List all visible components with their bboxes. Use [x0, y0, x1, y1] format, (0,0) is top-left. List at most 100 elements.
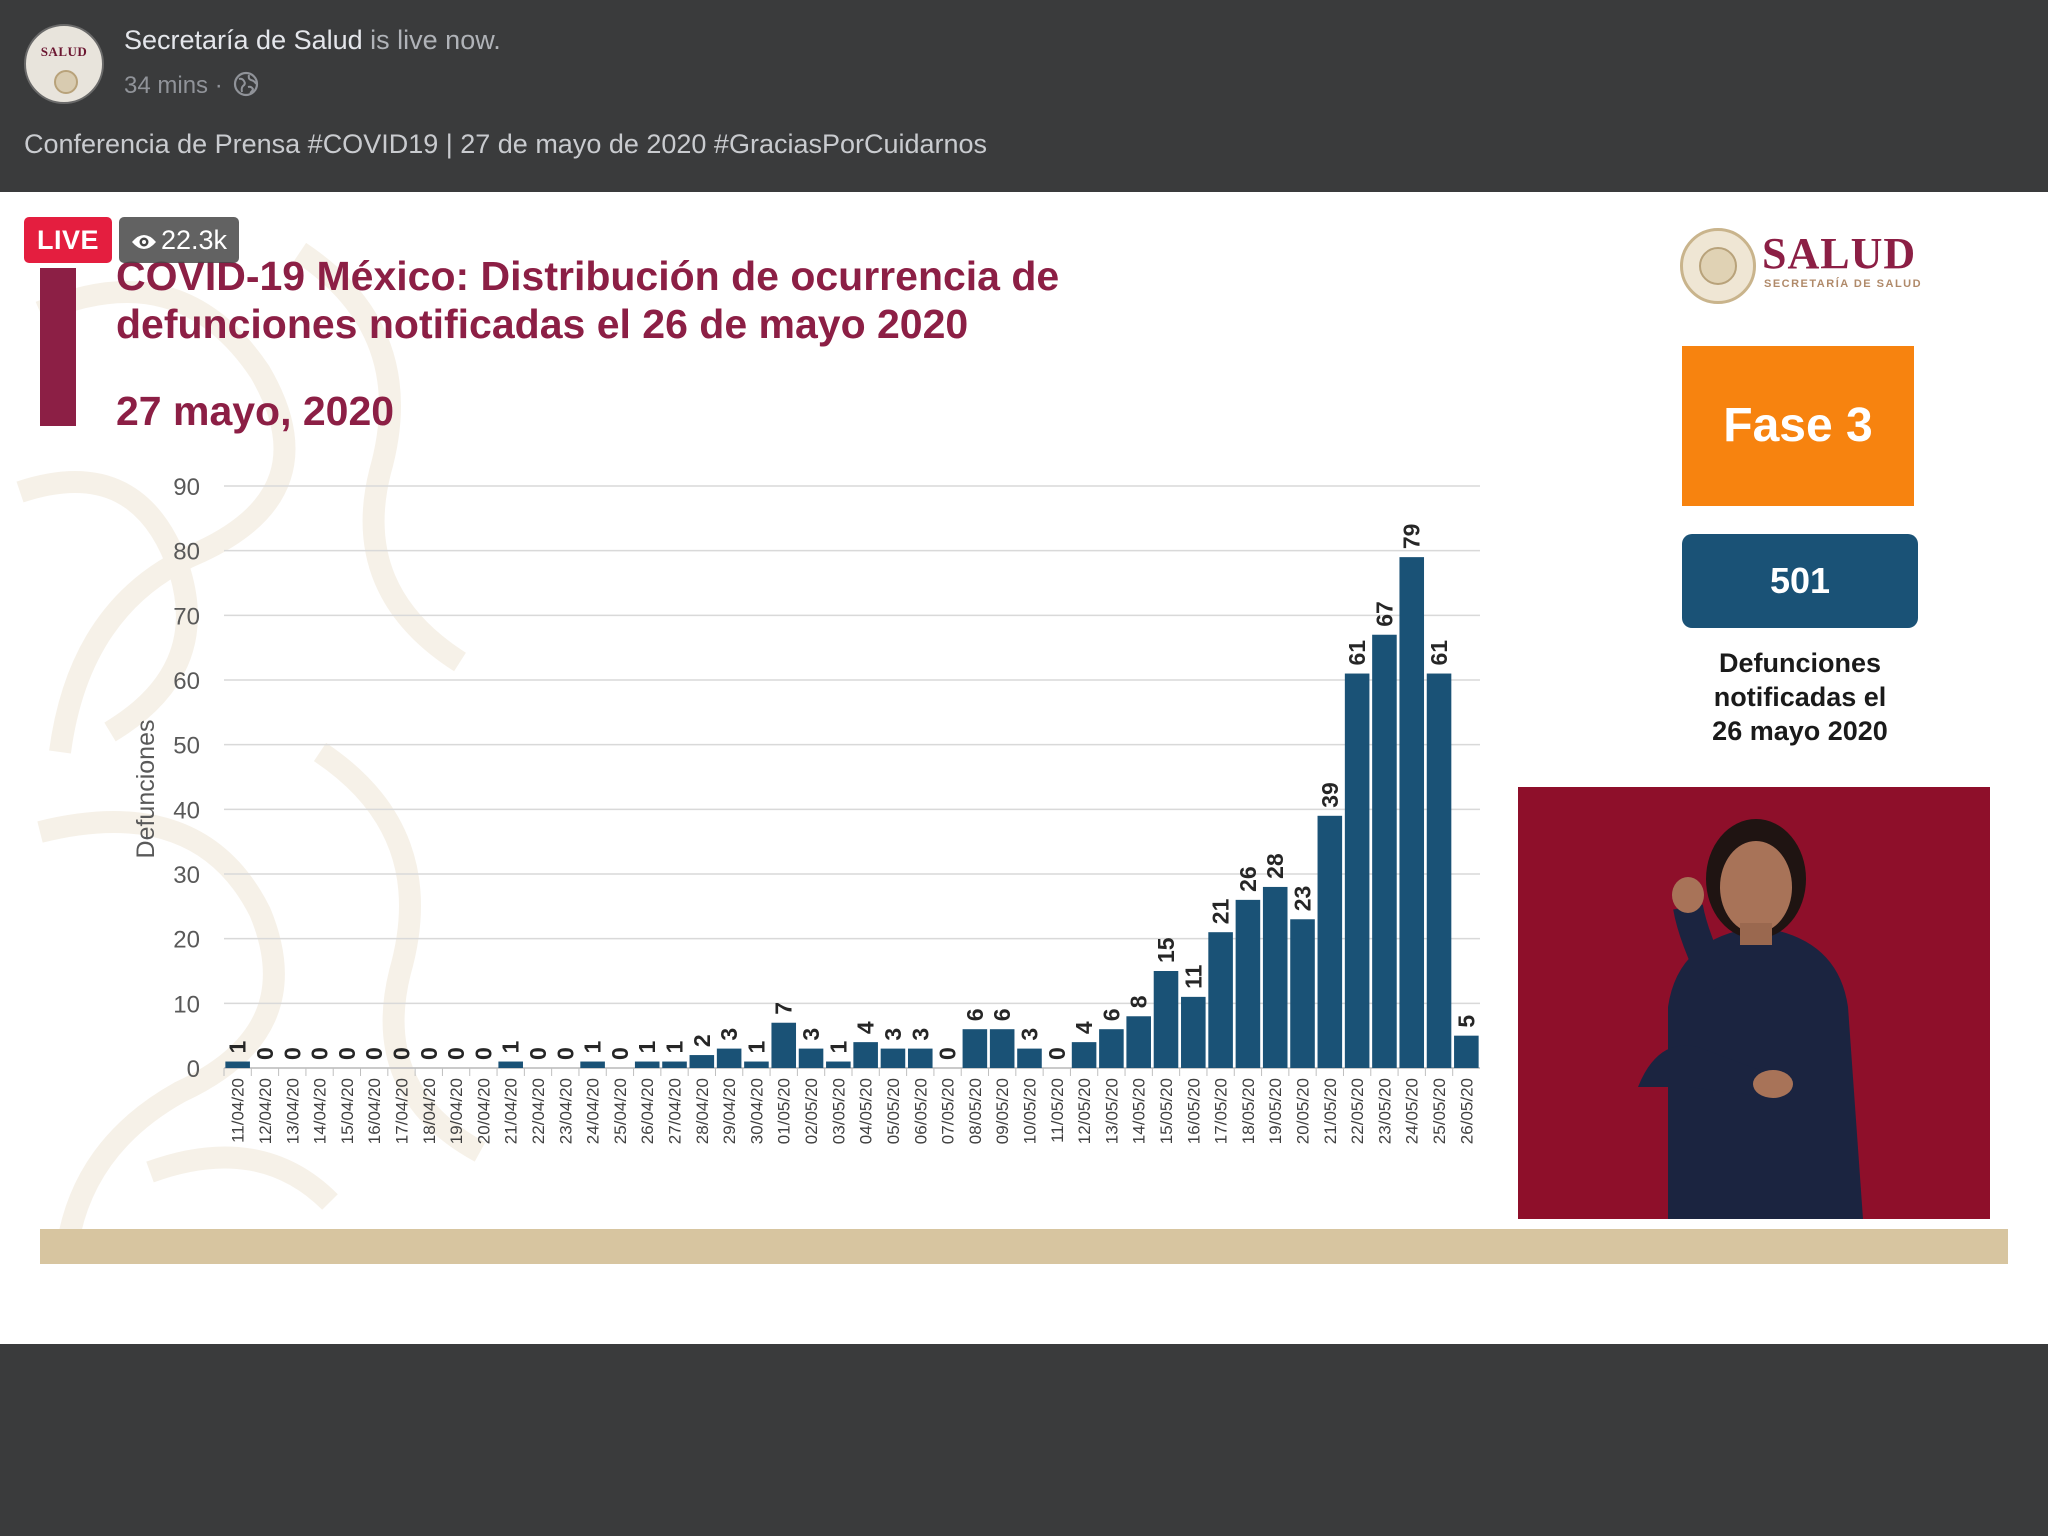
bar-data-label: 3	[798, 1028, 824, 1041]
x-tick-label: 26/04/20	[638, 1078, 657, 1144]
y-tick-label: 20	[173, 927, 200, 954]
bar-data-label: 23	[1290, 886, 1316, 912]
post-meta: 34 mins ·	[124, 71, 259, 104]
bar-data-label: 0	[252, 1047, 278, 1060]
avatar-label: SALUD	[40, 44, 88, 59]
post-time[interactable]: 34 mins	[124, 72, 209, 99]
eye-icon	[131, 220, 157, 266]
x-tick-label: 04/05/20	[857, 1078, 876, 1144]
x-tick-label: 20/04/20	[474, 1078, 493, 1144]
bar-data-label: 6	[989, 1008, 1015, 1021]
x-tick-label: 11/04/20	[229, 1078, 248, 1143]
y-tick-label: 60	[173, 668, 200, 695]
bar-data-label: 3	[907, 1028, 933, 1041]
bar	[1399, 557, 1425, 1068]
bar-data-label: 2	[689, 1034, 715, 1047]
bar	[634, 1061, 660, 1068]
below-video-area	[0, 1344, 2048, 1536]
slide-background-pattern	[16, 242, 486, 1235]
bar	[826, 1061, 851, 1068]
x-tick-label: 26/05/20	[1457, 1078, 1476, 1144]
x-tick-label: 27/04/20	[666, 1078, 685, 1144]
x-tick-label: 05/05/20	[884, 1078, 903, 1144]
bar-data-label: 1	[743, 1041, 769, 1054]
x-tick-label: 23/05/20	[1375, 1078, 1394, 1144]
x-tick-label: 24/05/20	[1403, 1078, 1422, 1144]
x-tick-label: 19/04/20	[447, 1078, 466, 1144]
bar-data-label: 11	[1180, 964, 1206, 989]
bar	[662, 1061, 687, 1068]
phase-badge: Fase 3	[1682, 346, 1914, 506]
x-tick-label: 18/04/20	[420, 1078, 439, 1144]
y-tick-label: 80	[173, 539, 200, 566]
x-tick-label: 01/05/20	[775, 1078, 794, 1144]
x-tick-label: 21/05/20	[1321, 1078, 1340, 1144]
page-avatar[interactable]: SALUD	[24, 24, 104, 104]
x-tick-label: 06/05/20	[911, 1078, 930, 1144]
x-tick-label: 16/05/20	[1184, 1078, 1203, 1144]
bar	[1454, 1035, 1479, 1068]
x-tick-label: 10/05/20	[1020, 1078, 1039, 1144]
bar-data-label: 28	[1262, 853, 1288, 879]
total-deaths-badge: 501	[1682, 534, 1918, 628]
bar-data-label: 3	[1016, 1028, 1042, 1041]
salud-logo-subtext: SECRETARÍA DE SALUD	[1764, 278, 1923, 290]
bar-data-label: 1	[634, 1041, 660, 1054]
bar-data-label: 8	[1126, 995, 1152, 1008]
bar-data-label: 0	[607, 1047, 633, 1060]
slide-title-line1: COVID-19 México: Distribución de ocurren…	[116, 253, 1060, 299]
live-status-text: is live now.	[362, 25, 501, 55]
caption-line2: notificadas el	[1713, 682, 1887, 712]
bar-data-label: 3	[716, 1028, 742, 1041]
slide-bottom-band	[40, 1229, 2008, 1264]
y-tick-label: 50	[173, 733, 200, 760]
bar	[962, 1029, 988, 1068]
meta-separator: ·	[214, 72, 223, 99]
bar	[1071, 1042, 1097, 1068]
y-tick-label: 40	[173, 797, 200, 824]
x-tick-label: 23/04/20	[556, 1078, 575, 1144]
bar	[853, 1042, 878, 1068]
bar-data-label: 0	[334, 1047, 360, 1060]
bar-data-label: 39	[1317, 782, 1343, 808]
bar-data-label: 79	[1399, 524, 1425, 550]
x-tick-label: 25/05/20	[1430, 1078, 1449, 1144]
bar-data-label: 6	[962, 1008, 988, 1021]
bar-data-label: 1	[825, 1041, 851, 1054]
x-tick-label: 13/04/20	[283, 1078, 302, 1144]
bar-data-label: 4	[853, 1021, 879, 1034]
caption-line1: Defunciones	[1718, 648, 1882, 678]
x-tick-label: 22/05/20	[1348, 1078, 1367, 1144]
bar	[880, 1048, 906, 1068]
title-accent-bar	[40, 268, 76, 426]
x-tick-label: 09/05/20	[993, 1078, 1012, 1144]
x-tick-label: 20/05/20	[1294, 1078, 1313, 1144]
x-tick-label: 03/05/20	[829, 1078, 848, 1144]
bar	[1153, 971, 1179, 1068]
bar-data-label: 0	[525, 1047, 551, 1060]
globe-icon	[233, 71, 259, 104]
x-tick-label: 08/05/20	[966, 1078, 985, 1144]
bar-data-label: 3	[880, 1028, 906, 1041]
bar-data-label: 0	[388, 1047, 414, 1060]
y-tick-label: 30	[173, 862, 200, 889]
x-tick-label: 25/04/20	[611, 1078, 630, 1144]
x-tick-label: 15/04/20	[338, 1078, 357, 1144]
bar	[989, 1029, 1015, 1068]
video-player[interactable]: COVID-19 México: Distribución de ocurren…	[0, 192, 2048, 1344]
coat-of-arms-icon	[1680, 228, 1756, 304]
x-tick-label: 18/05/20	[1239, 1078, 1258, 1144]
page-name-line: Secretaría de Salud is live now.	[124, 25, 501, 56]
bar-data-label: 15	[1153, 937, 1179, 963]
y-tick-label: 0	[187, 1056, 200, 1083]
page-name-link[interactable]: Secretaría de Salud	[124, 25, 363, 55]
x-tick-label: 29/04/20	[720, 1078, 739, 1144]
bar	[1426, 673, 1452, 1068]
x-tick-label: 17/05/20	[1212, 1078, 1231, 1144]
interpreter-figure	[1638, 819, 1863, 1219]
bar-data-label: 61	[1344, 640, 1370, 666]
bar	[716, 1048, 742, 1068]
y-tick-label: 90	[173, 474, 200, 501]
bar-data-label: 0	[416, 1047, 442, 1060]
bar-data-label: 6	[1098, 1008, 1124, 1021]
